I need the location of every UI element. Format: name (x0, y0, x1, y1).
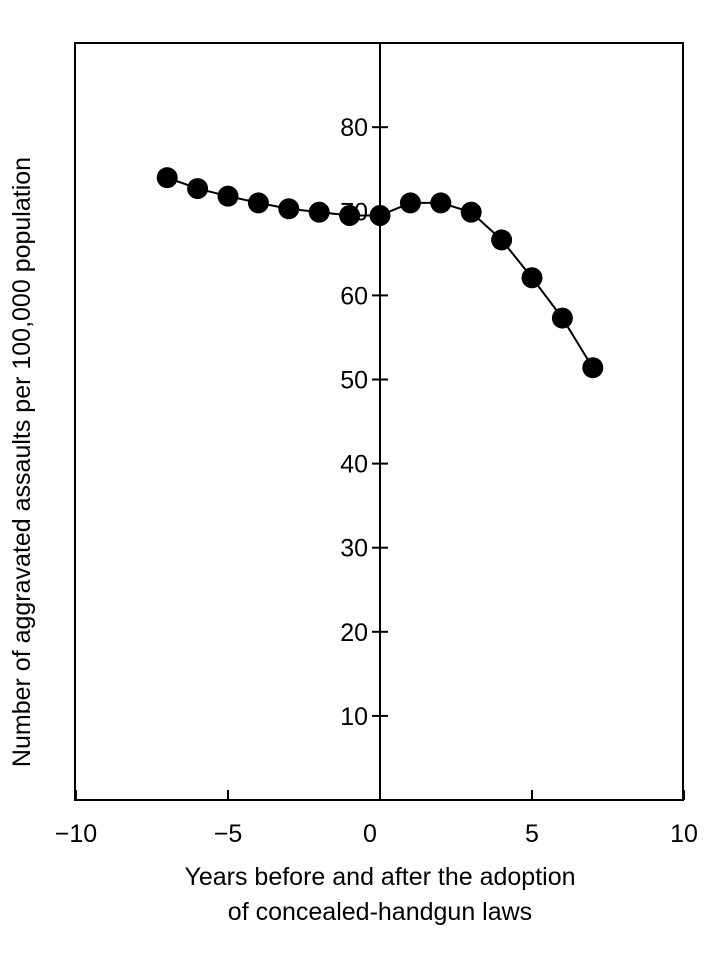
y-tick-label: 80 (340, 114, 368, 142)
data-point (399, 192, 421, 214)
y-tick-label: 40 (340, 451, 368, 479)
data-point (278, 198, 300, 220)
x-tick-label: −5 (214, 820, 243, 848)
y-tick-label: 60 (340, 282, 368, 310)
x-tick-label: 10 (670, 820, 698, 848)
data-point (551, 307, 573, 329)
data-point (430, 192, 452, 214)
y-tick-label: 20 (340, 619, 368, 647)
data-point (491, 229, 513, 251)
data-point (460, 201, 482, 223)
data-point (187, 178, 209, 200)
data-point (339, 205, 361, 227)
y-axis-label: Number of aggravated assaults per 100,00… (8, 157, 36, 767)
data-point (582, 357, 604, 379)
data-point (308, 201, 330, 223)
y-tick-label: 10 (340, 703, 368, 731)
x-axis-label-line-2: of concealed-handgun laws (228, 898, 532, 926)
y-tick-label: 50 (340, 367, 368, 395)
data-point (217, 185, 239, 207)
data-point (156, 167, 178, 189)
y-tick-label: 30 (340, 535, 368, 563)
data-point (521, 267, 543, 289)
data-point (369, 205, 391, 227)
x-axis-label-line-1: Years before and after the adoption (184, 863, 575, 891)
x-tick-label: 0 (363, 820, 377, 848)
x-tick-label: 5 (525, 820, 539, 848)
x-tick-label: −10 (55, 820, 97, 848)
data-point (247, 192, 269, 214)
